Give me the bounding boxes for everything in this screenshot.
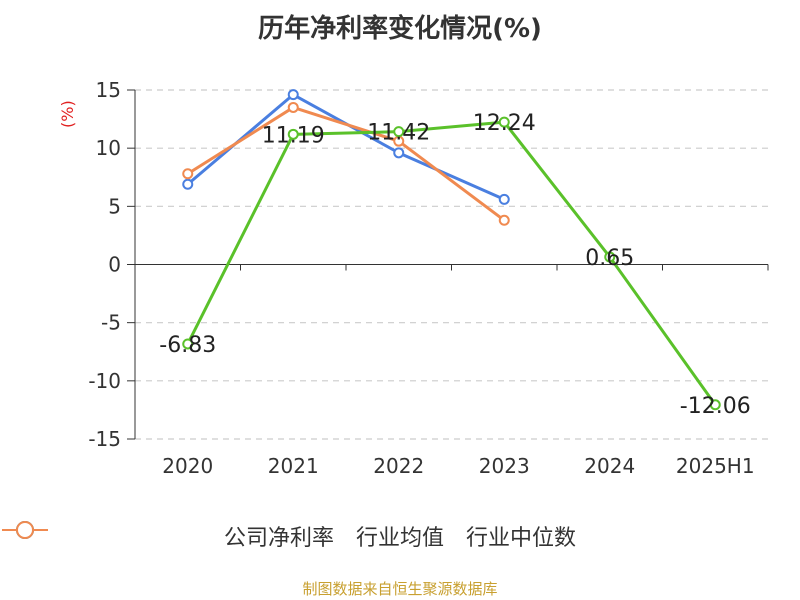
data-point-0 [709, 399, 721, 411]
data-point-2 [498, 214, 510, 226]
data-point-0 [498, 116, 510, 128]
data-point-0 [182, 338, 194, 350]
y-tick-label: -10 [88, 369, 121, 393]
y-tick-label: 15 [96, 78, 121, 102]
data-point-2 [287, 101, 299, 113]
data-point-2 [182, 168, 194, 180]
data-point-1 [393, 147, 405, 159]
legend-label-company: 公司净利率 [223, 526, 334, 551]
x-tick-label: 2023 [479, 454, 530, 478]
legend-item-company[interactable]: 公司净利率 [2, 520, 334, 552]
x-tick-label: 2021 [268, 454, 319, 478]
data-point-1 [498, 193, 510, 205]
data-label: -12.06 [680, 394, 751, 419]
legend-label-industry-mean: 行业均值 [355, 526, 444, 551]
data-label: 0.65 [585, 246, 634, 271]
x-tick-label: 2024 [584, 454, 635, 478]
y-tick-label: -5 [101, 311, 121, 335]
chart-legend: 公司净利率 行业均值 行业中位数 [0, 520, 800, 552]
y-tick-label: 10 [96, 136, 121, 160]
y-tick-label: -15 [88, 427, 121, 451]
series-line-2 [186, 105, 506, 222]
legend-marker-industry-median [2, 521, 48, 539]
legend-item-industry-median[interactable]: 行业中位数 [2, 520, 577, 552]
data-source-note: 制图数据来自恒生聚源数据库 [302, 580, 498, 598]
legend-label-industry-median: 行业中位数 [466, 526, 577, 551]
series-line-0 [186, 120, 717, 406]
data-point-0 [604, 251, 616, 263]
x-tick-label: 2020 [162, 454, 213, 478]
data-point-0 [393, 126, 405, 138]
data-label: 11.42 [367, 121, 430, 146]
data-label: 12.24 [473, 111, 536, 136]
y-tick-label: 0 [108, 253, 121, 277]
data-point-0 [287, 128, 299, 140]
x-tick-label: 2025H1 [676, 454, 755, 478]
data-label: -6.83 [159, 333, 216, 358]
legend-item-industry-mean[interactable]: 行业均值 [2, 520, 444, 552]
x-tick-label: 2022 [373, 454, 424, 478]
y-tick-label: 5 [108, 194, 121, 218]
data-point-1 [287, 89, 299, 101]
chart-title: 历年净利率变化情况(%) [258, 14, 542, 44]
data-label: 11.19 [262, 123, 325, 148]
data-point-1 [182, 178, 194, 190]
